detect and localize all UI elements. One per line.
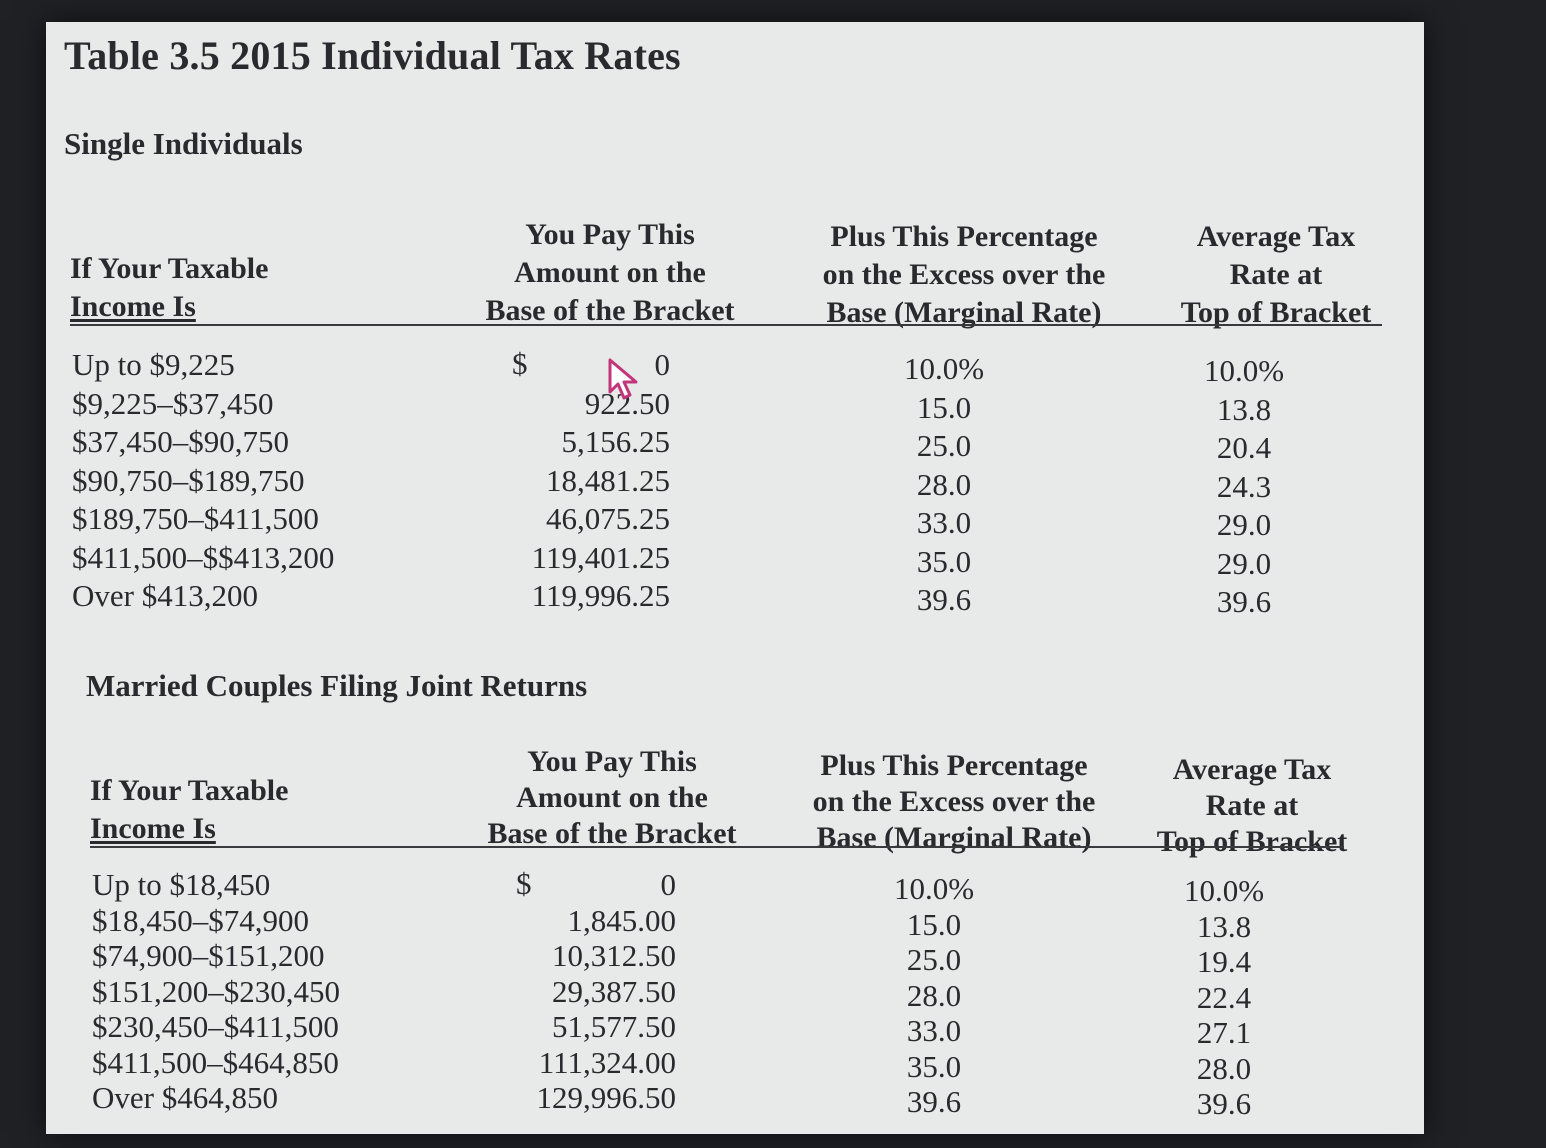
base-amount-cell: 111,324.00	[538, 1044, 676, 1080]
marginal-rate-cell: 28.0	[916, 466, 972, 502]
header-income: If Your Taxable Income Is	[70, 252, 269, 323]
base-amount-cell: 10,312.50	[552, 938, 676, 973]
average-rate-cell: 20.4	[1216, 430, 1272, 465]
average-rate-cell: 24.3	[1216, 468, 1272, 504]
income-range-cell: $74,900–$151,200	[92, 938, 325, 973]
income-range-cell: $189,750–$411,500	[72, 501, 319, 536]
base-amount-cell: 129,996.50	[536, 1080, 677, 1115]
mouse-pointer-icon	[608, 358, 638, 400]
marginal-rate-cell: 33.0	[906, 1013, 962, 1048]
base-amount-cell: 46,075.25	[546, 501, 670, 536]
section-title-married: Married Couples Filing Joint Returns	[86, 668, 588, 703]
income-range-cell: Up to $9,225	[72, 347, 235, 382]
average-rate-cell: 29.0	[1216, 545, 1272, 581]
base-amount-cell: 1,845.00	[567, 902, 677, 938]
base-amount-cell: 0	[660, 867, 677, 902]
marginal-rate-cell: 39.6	[916, 582, 972, 617]
marginal-rate-cell: 15.0	[906, 906, 962, 942]
marginal-rate-cell: 10.0%	[903, 351, 985, 386]
base-amount-cell: 51,577.50	[552, 1009, 676, 1044]
average-rate-cell: 22.4	[1196, 979, 1252, 1015]
average-rate-cell: 10.0%	[1183, 873, 1265, 908]
header-marginal: Plus This Percentage on the Excess over …	[812, 749, 1096, 854]
average-rate-cell: 13.8	[1216, 391, 1272, 427]
income-range-cell: Up to $18,450	[92, 867, 271, 902]
table-title: Table 3.5 2015 Individual Tax Rates	[64, 33, 681, 78]
marginal-rate-cell: 25.0	[906, 942, 962, 977]
average-rate-cell: 39.6	[1216, 584, 1272, 619]
income-range-cell: Over $464,850	[92, 1080, 278, 1115]
average-rate-cell: 27.1	[1196, 1015, 1252, 1050]
income-range-cell: $37,450–$90,750	[72, 424, 289, 459]
document-screen: Table 3.5 2015 Individual Tax Rates Sing…	[46, 22, 1424, 1134]
average-rate-cell: 29.0	[1216, 507, 1272, 542]
income-range-cell: $411,500–$$413,200	[72, 539, 335, 575]
base-amount-cell: 0	[654, 347, 671, 382]
header-average: Average Tax Rate at Top of Bracket	[1180, 220, 1372, 329]
header-average: Average Tax Rate at Top of Bracket	[1156, 753, 1348, 858]
currency-symbol: $	[512, 346, 528, 381]
marginal-rate-cell: 28.0	[906, 977, 962, 1013]
base-amount-cell: 29,387.50	[552, 973, 676, 1009]
income-range-cell: $411,500–$464,850	[92, 1044, 339, 1080]
income-range-cell: $9,225–$37,450	[72, 385, 274, 421]
average-rate-cell: 13.8	[1196, 908, 1252, 944]
header-rule	[90, 846, 1344, 848]
average-rate-cell: 28.0	[1196, 1050, 1252, 1086]
section-title-single: Single Individuals	[64, 126, 303, 161]
header-marginal: Plus This Percentage on the Excess over …	[822, 220, 1106, 329]
base-amount-cell: 119,996.25	[531, 578, 670, 613]
marginal-rate-cell: 15.0	[916, 389, 972, 425]
income-range-cell: Over $413,200	[72, 578, 258, 613]
average-rate-cell: 19.4	[1196, 944, 1252, 979]
header-rule	[70, 324, 1382, 326]
marginal-rate-cell: 10.0%	[893, 871, 975, 906]
income-range-cell: $151,200–$230,450	[92, 973, 340, 1009]
marginal-rate-cell: 35.0	[916, 543, 972, 579]
currency-symbol: $	[516, 866, 532, 901]
base-amount-cell: 18,481.25	[546, 462, 670, 498]
marginal-rate-cell: 33.0	[916, 505, 972, 540]
header-base: You Pay This Amount on the Base of the B…	[485, 218, 735, 327]
income-range-cell: $230,450–$411,500	[92, 1009, 339, 1044]
header-base: You Pay This Amount on the Base of the B…	[487, 745, 737, 850]
header-income: If Your Taxable Income Is	[90, 774, 289, 845]
base-amount-cell: 5,156.25	[561, 424, 671, 459]
marginal-rate-cell: 25.0	[916, 428, 972, 463]
base-amount-cell: 119,401.25	[531, 539, 670, 575]
marginal-rate-cell: 39.6	[906, 1084, 962, 1119]
income-range-cell: $90,750–$189,750	[72, 462, 305, 498]
average-rate-cell: 39.6	[1196, 1086, 1252, 1121]
average-rate-cell: 10.0%	[1203, 353, 1285, 388]
marginal-rate-cell: 35.0	[906, 1048, 962, 1084]
income-range-cell: $18,450–$74,900	[92, 902, 309, 938]
